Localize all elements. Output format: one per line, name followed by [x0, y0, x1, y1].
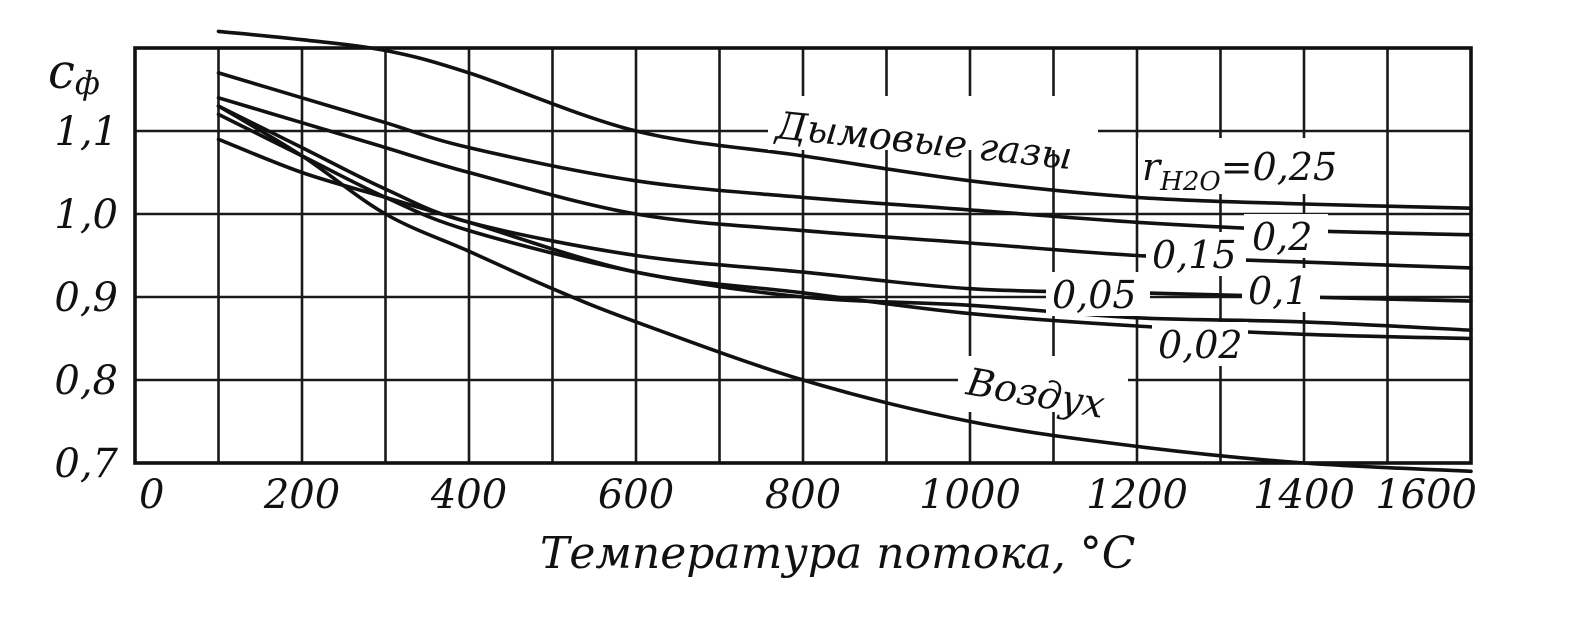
- y-tick-labels: 0,7 0,8 0,9 1,0 1,1: [54, 109, 118, 487]
- y-axis-label: cф: [48, 44, 100, 102]
- annotation-0-15: 0,15: [1152, 233, 1237, 277]
- x-tick-label: 400: [430, 472, 507, 518]
- plot-frame: [133, 46, 1473, 465]
- series-line: [216, 104, 1473, 303]
- x-tick-label: 800: [765, 472, 841, 518]
- x-tick-label: 1600: [1375, 472, 1477, 518]
- x-tick-label: 1000: [919, 472, 1021, 518]
- label-mask: [1138, 138, 1368, 194]
- label-mask: [1242, 268, 1320, 312]
- x-tick-label: 200: [263, 472, 340, 518]
- y-tick-label: 0,8: [54, 358, 118, 404]
- x-axis-label: Температура потока, °C: [540, 528, 1135, 579]
- y-tick-label: 0,9: [54, 275, 118, 321]
- label-masks: [768, 96, 1368, 412]
- label-mask: [1146, 232, 1246, 276]
- label-mask: [1046, 272, 1150, 316]
- label-mask: [958, 356, 1128, 412]
- x-tick-label: 1400: [1253, 472, 1355, 518]
- y-tick-label: 1,1: [54, 109, 118, 155]
- y-tick-label: 0,7: [54, 441, 118, 487]
- x-tick-label: 1200: [1086, 472, 1188, 518]
- label-mask: [1152, 322, 1248, 366]
- series-line: [216, 104, 1473, 474]
- x-tick-label: 600: [598, 472, 674, 518]
- label-mask: [1244, 214, 1328, 258]
- annotation-r-h2o: rH2O=0,25: [1142, 145, 1337, 197]
- annotation-0-02: 0,02: [1158, 323, 1243, 367]
- y-tick-label: 1,0: [54, 192, 118, 238]
- series-line: [216, 71, 1473, 237]
- x-tick-labels: 0 200 400 600 800 1000 1200 1400 1600: [139, 472, 1477, 518]
- annotation-0-1: 0,1: [1248, 269, 1308, 313]
- annotation-0-2: 0,2: [1252, 215, 1312, 259]
- annotation-0-05: 0,05: [1052, 273, 1137, 317]
- x-tick-label: 0: [139, 472, 164, 518]
- label-mask: [768, 96, 1098, 150]
- series-line: [216, 112, 1473, 332]
